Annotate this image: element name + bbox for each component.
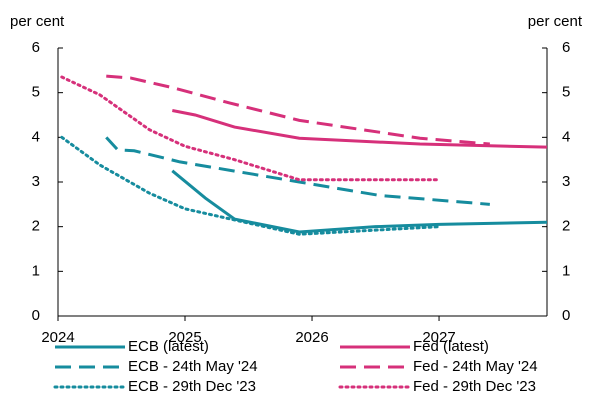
series-line (106, 74, 490, 146)
y-axis-label: per cent (10, 13, 65, 30)
series-line (105, 136, 490, 206)
legend-label: Fed - 24th May '24 (413, 358, 538, 375)
y2-tick-label: 3 (562, 173, 570, 190)
y2-tick-label: 6 (562, 39, 570, 56)
legend-label: ECB - 24th May '24 (128, 358, 258, 375)
y2-tick-label: 4 (562, 128, 570, 145)
x-tick-label: 2026 (295, 329, 328, 346)
x-tick-label: 2025 (168, 329, 201, 346)
y2-tick-label: 5 (562, 84, 570, 101)
series-line (171, 169, 548, 234)
y2-tick-label: 0 (562, 307, 570, 324)
y-tick-label: 3 (32, 173, 40, 190)
y2-tick-label: 1 (562, 262, 570, 279)
x-tick-label: 2024 (41, 329, 74, 346)
y-tick-label: 2 (32, 218, 40, 235)
y-tick-label: 0 (32, 307, 40, 324)
y-tick-label: 1 (32, 262, 40, 279)
legend-label: ECB - 29th Dec '23 (128, 378, 256, 395)
legend-label: ECB (latest) (128, 338, 209, 355)
series-line (172, 109, 548, 149)
legend-label: Fed - 29th Dec '23 (413, 378, 536, 395)
y2-axis-label: per cent (528, 13, 583, 30)
x-tick-label: 2027 (422, 329, 455, 346)
series-line (60, 75, 441, 182)
y-tick-label: 4 (32, 128, 40, 145)
series-line (60, 135, 441, 236)
legend-label: Fed (latest) (413, 338, 489, 355)
y2-tick-label: 2 (562, 218, 570, 235)
y-tick-label: 6 (32, 39, 40, 56)
y-tick-label: 5 (32, 84, 40, 101)
